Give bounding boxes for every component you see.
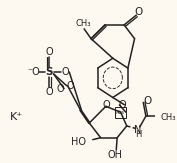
Text: N: N <box>134 125 142 135</box>
Text: H: H <box>135 130 141 139</box>
Text: CH₃: CH₃ <box>75 19 91 28</box>
Text: O: O <box>57 84 64 94</box>
Text: O: O <box>66 81 74 91</box>
Text: O: O <box>118 100 126 110</box>
Text: K⁺: K⁺ <box>10 112 23 122</box>
Text: HO: HO <box>71 137 86 147</box>
Text: Abs: Abs <box>116 110 125 115</box>
Text: O: O <box>144 96 152 106</box>
Text: O: O <box>45 87 53 97</box>
Text: O: O <box>103 100 110 110</box>
Text: CH₃: CH₃ <box>161 113 176 122</box>
Text: O: O <box>45 47 53 57</box>
Text: OH: OH <box>108 150 123 160</box>
Text: O: O <box>62 67 70 77</box>
Text: S: S <box>45 67 53 77</box>
Text: ⁻O: ⁻O <box>27 67 40 77</box>
Bar <box>115 107 126 118</box>
Text: O: O <box>135 7 143 17</box>
